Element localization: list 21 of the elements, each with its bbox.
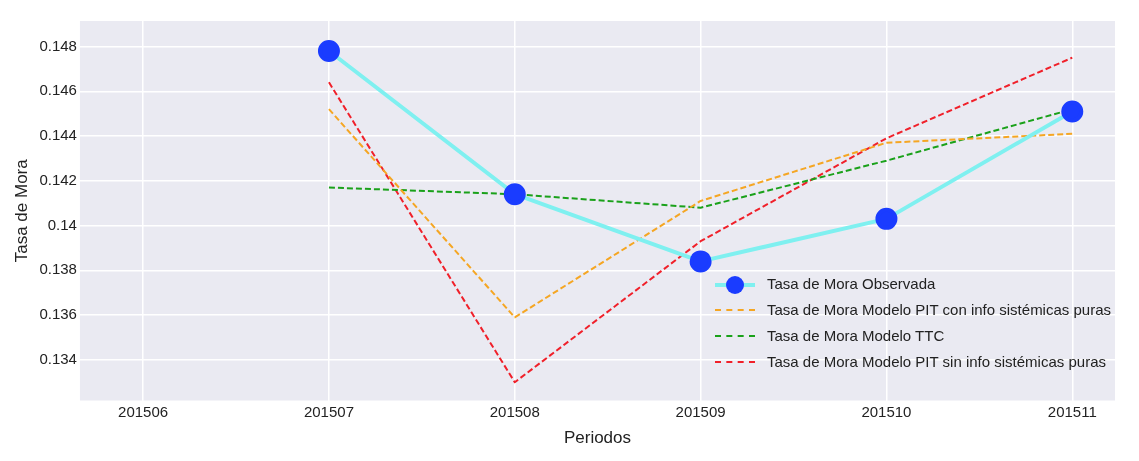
legend-label: Tasa de Mora Modelo PIT sin info sistémicas puras bbox=[766, 353, 1106, 371]
y-tick-label: 0.144 bbox=[39, 126, 77, 144]
y-tick-label: 0.136 bbox=[39, 305, 77, 323]
y-tick-label: 0.134 bbox=[39, 350, 77, 368]
line-series bbox=[327, 108, 1074, 319]
legend-label: Tasa de Mora Modelo PIT con info sistémicas puras bbox=[766, 301, 1111, 319]
x-tick-label: 201509 bbox=[675, 402, 726, 420]
y-tick-label: 0.14 bbox=[47, 215, 77, 233]
y-tick-label: 0.148 bbox=[39, 36, 77, 54]
x-tick-label: 201508 bbox=[489, 402, 540, 420]
y-tick-label: 0.146 bbox=[39, 81, 77, 99]
y-tick-label: 0.142 bbox=[39, 170, 77, 188]
x-tick-label: 201506 bbox=[118, 402, 169, 420]
y-axis-title: Tasa de Mora bbox=[11, 158, 31, 263]
x-axis-title: Periodos bbox=[563, 428, 632, 448]
x-tick-label: 201510 bbox=[861, 402, 912, 420]
legend-label: Tasa de Mora Observada bbox=[766, 275, 936, 293]
x-tick-label: 201511 bbox=[1047, 402, 1097, 420]
x-tick-label: 201507 bbox=[303, 402, 354, 420]
legend-label: Tasa de Mora Modelo TTC bbox=[766, 327, 945, 345]
y-tick-label: 0.138 bbox=[39, 260, 77, 278]
